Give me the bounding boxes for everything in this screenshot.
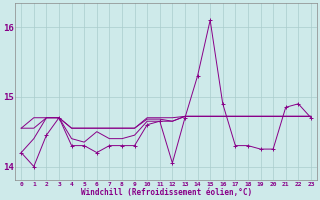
X-axis label: Windchill (Refroidissement éolien,°C): Windchill (Refroidissement éolien,°C) (81, 188, 252, 197)
